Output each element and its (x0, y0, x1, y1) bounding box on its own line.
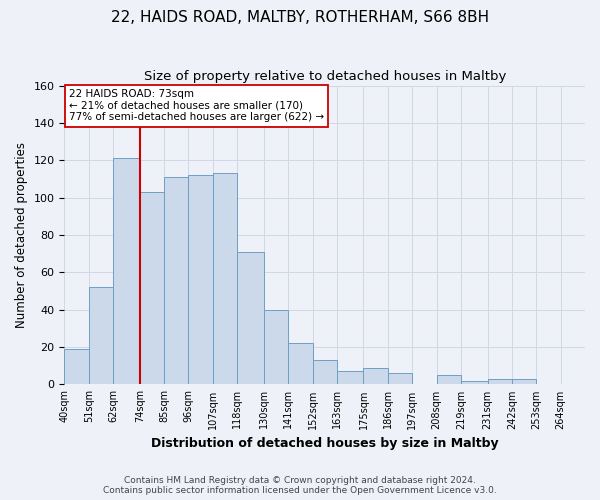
Bar (264, 310, 288, 384)
Text: 22 HAIDS ROAD: 73sqm
← 21% of detached houses are smaller (170)
77% of semi-deta: 22 HAIDS ROAD: 73sqm ← 21% of detached h… (69, 90, 324, 122)
Bar (488, 379, 512, 384)
Text: Contains HM Land Registry data © Crown copyright and database right 2024.
Contai: Contains HM Land Registry data © Crown c… (103, 476, 497, 495)
X-axis label: Distribution of detached houses by size in Maltby: Distribution of detached houses by size … (151, 437, 499, 450)
Bar (113, 158, 140, 384)
Bar (288, 344, 313, 384)
Bar (89, 288, 113, 384)
Bar (140, 192, 164, 384)
Bar (337, 372, 364, 384)
Bar (461, 380, 488, 384)
Bar (164, 177, 188, 384)
Y-axis label: Number of detached properties: Number of detached properties (15, 142, 28, 328)
Bar (512, 379, 536, 384)
Bar (313, 360, 337, 384)
Bar (188, 175, 213, 384)
Bar (364, 368, 388, 384)
Bar (237, 252, 264, 384)
Bar (388, 373, 412, 384)
Bar (64, 349, 89, 384)
Bar (213, 174, 237, 384)
Title: Size of property relative to detached houses in Maltby: Size of property relative to detached ho… (143, 70, 506, 83)
Bar (437, 375, 461, 384)
Text: 22, HAIDS ROAD, MALTBY, ROTHERHAM, S66 8BH: 22, HAIDS ROAD, MALTBY, ROTHERHAM, S66 8… (111, 10, 489, 25)
